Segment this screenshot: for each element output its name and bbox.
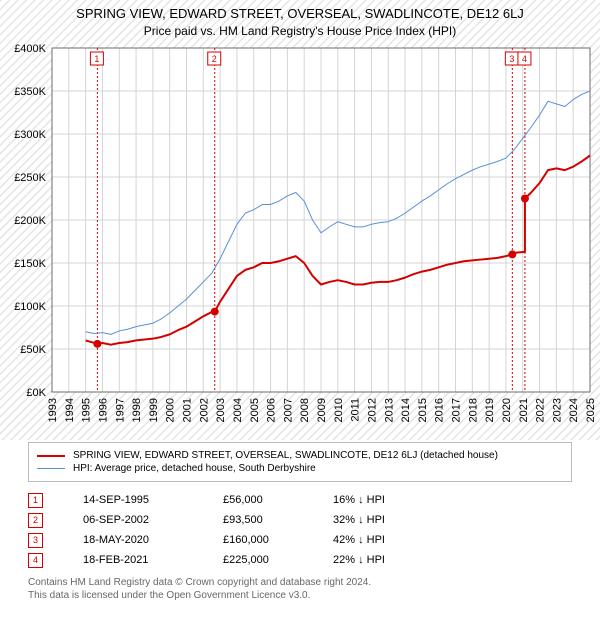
svg-text:4: 4 bbox=[522, 54, 527, 64]
svg-text:2002: 2002 bbox=[198, 398, 210, 422]
svg-text:£250K: £250K bbox=[14, 172, 46, 184]
footer-attribution: Contains HM Land Registry data © Crown c… bbox=[28, 576, 371, 602]
svg-text:£350K: £350K bbox=[14, 86, 46, 98]
legend-row: SPRING VIEW, EDWARD STREET, OVERSEAL, SW… bbox=[37, 449, 563, 462]
svg-text:2019: 2019 bbox=[484, 398, 496, 422]
sale-marker-box: 4 bbox=[28, 553, 43, 568]
svg-text:2015: 2015 bbox=[417, 398, 429, 422]
svg-text:2000: 2000 bbox=[165, 398, 177, 422]
svg-text:2001: 2001 bbox=[182, 398, 194, 422]
sale-price: £225,000 bbox=[223, 554, 333, 566]
svg-text:2016: 2016 bbox=[434, 398, 446, 422]
svg-text:2007: 2007 bbox=[282, 398, 294, 422]
svg-text:£100K: £100K bbox=[14, 301, 46, 313]
legend-row: HPI: Average price, detached house, Sout… bbox=[37, 462, 563, 475]
sale-price: £56,000 bbox=[223, 494, 333, 506]
svg-text:2013: 2013 bbox=[383, 398, 395, 422]
sale-diff: 42% ↓ HPI bbox=[333, 534, 453, 546]
svg-text:£400K: £400K bbox=[14, 43, 46, 55]
sale-row: 3 18-MAY-2020£160,00042% ↓ HPI bbox=[28, 530, 453, 550]
svg-text:2009: 2009 bbox=[316, 398, 328, 422]
svg-text:2025: 2025 bbox=[585, 398, 597, 422]
chart-plot: £0K £50K £100K £150K £200K £250K £300K £350K £40… bbox=[0, 0, 600, 440]
sale-price: £160,000 bbox=[223, 534, 333, 546]
svg-text:1: 1 bbox=[94, 54, 99, 64]
svg-text:2020: 2020 bbox=[501, 398, 513, 422]
chart-subtitle: Price paid vs. HM Land Registry's House … bbox=[0, 21, 600, 38]
sale-date: 18-MAY-2020 bbox=[83, 534, 223, 546]
svg-text:1993: 1993 bbox=[47, 398, 59, 422]
svg-text:1994: 1994 bbox=[64, 398, 76, 422]
svg-text:£150K: £150K bbox=[14, 258, 46, 270]
svg-text:2012: 2012 bbox=[366, 398, 378, 422]
sale-price: £93,500 bbox=[223, 514, 333, 526]
svg-text:1999: 1999 bbox=[148, 398, 160, 422]
svg-text:2005: 2005 bbox=[249, 398, 261, 422]
svg-text:2004: 2004 bbox=[232, 398, 244, 422]
svg-text:1998: 1998 bbox=[131, 398, 143, 422]
sale-row: 1 14-SEP-1995£56,00016% ↓ HPI bbox=[28, 490, 453, 510]
svg-text:2003: 2003 bbox=[215, 398, 227, 422]
legend-label: SPRING VIEW, EDWARD STREET, OVERSEAL, SW… bbox=[73, 450, 498, 461]
sale-diff: 32% ↓ HPI bbox=[333, 514, 453, 526]
legend-swatch bbox=[37, 468, 65, 469]
legend-swatch bbox=[37, 455, 65, 457]
footer-line1: Contains HM Land Registry data © Crown c… bbox=[28, 576, 371, 589]
sale-marker-box: 1 bbox=[28, 493, 43, 508]
sale-date: 18-FEB-2021 bbox=[83, 554, 223, 566]
svg-text:2011: 2011 bbox=[350, 398, 362, 422]
sale-date: 14-SEP-1995 bbox=[83, 494, 223, 506]
chart-container: SPRING VIEW, EDWARD STREET, OVERSEAL, SW… bbox=[0, 0, 600, 620]
svg-text:1996: 1996 bbox=[97, 398, 109, 422]
svg-text:£300K: £300K bbox=[14, 129, 46, 141]
sale-diff: 22% ↓ HPI bbox=[333, 554, 453, 566]
sale-row: 2 06-SEP-2002£93,50032% ↓ HPI bbox=[28, 510, 453, 530]
sale-date: 06-SEP-2002 bbox=[83, 514, 223, 526]
svg-text:2008: 2008 bbox=[299, 398, 311, 422]
svg-text:2006: 2006 bbox=[266, 398, 278, 422]
svg-text:3: 3 bbox=[509, 54, 514, 64]
svg-text:2018: 2018 bbox=[467, 398, 479, 422]
svg-text:£50K: £50K bbox=[20, 344, 46, 356]
svg-text:2021: 2021 bbox=[518, 398, 530, 422]
chart-title: SPRING VIEW, EDWARD STREET, OVERSEAL, SW… bbox=[0, 0, 600, 21]
sales-table: 1 14-SEP-1995£56,00016% ↓ HPI 2 06-SEP-2002… bbox=[28, 490, 453, 570]
svg-text:2: 2 bbox=[212, 54, 217, 64]
svg-text:2023: 2023 bbox=[551, 398, 563, 422]
sale-marker-box: 3 bbox=[28, 533, 43, 548]
svg-text:£200K: £200K bbox=[14, 215, 46, 227]
svg-text:1995: 1995 bbox=[81, 398, 93, 422]
legend: SPRING VIEW, EDWARD STREET, OVERSEAL, SW… bbox=[28, 442, 572, 482]
svg-text:2010: 2010 bbox=[333, 398, 345, 422]
svg-text:2014: 2014 bbox=[400, 398, 412, 422]
svg-text:2024: 2024 bbox=[568, 398, 580, 422]
legend-label: HPI: Average price, detached house, Sout… bbox=[73, 463, 316, 474]
sale-row: 4 18-FEB-2021£225,00022% ↓ HPI bbox=[28, 550, 453, 570]
footer-line2: This data is licensed under the Open Gov… bbox=[28, 589, 371, 602]
svg-text:£0K: £0K bbox=[26, 387, 46, 399]
svg-text:2017: 2017 bbox=[451, 398, 463, 422]
svg-text:2022: 2022 bbox=[535, 398, 547, 422]
sale-diff: 16% ↓ HPI bbox=[333, 494, 453, 506]
sale-marker-box: 2 bbox=[28, 513, 43, 528]
svg-text:1997: 1997 bbox=[114, 398, 126, 422]
